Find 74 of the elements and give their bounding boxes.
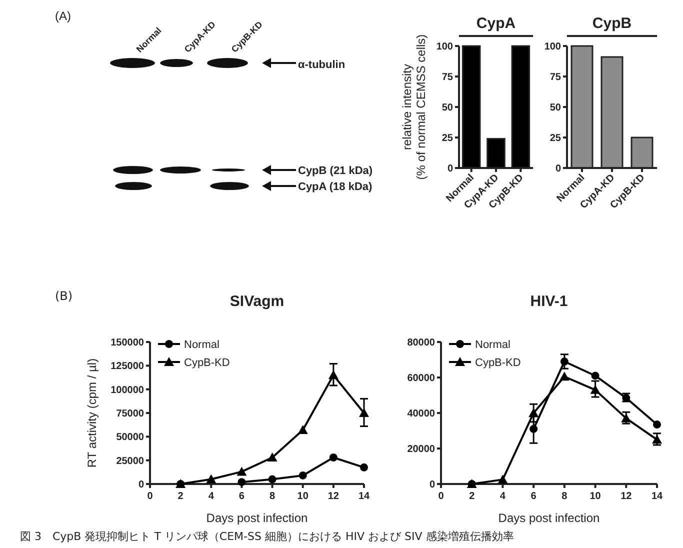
x-tick-label: 2 (469, 491, 476, 502)
point (590, 384, 600, 394)
y-tick-label: 75 (442, 72, 454, 83)
y-tick-label: 0 (447, 164, 454, 174)
point (328, 370, 338, 380)
y-tick-label: 20000 (407, 444, 436, 455)
y-tick-label: 0 (138, 480, 144, 490)
x-tick-label: 10 (590, 491, 602, 502)
y-axis-title: RT activity (cpm / µl) (85, 358, 99, 468)
y-tick-label: 25000 (116, 456, 144, 467)
point (653, 420, 661, 429)
point (591, 372, 600, 380)
x-axis-title: Days post infection (498, 511, 600, 525)
y-tick-label: 25 (550, 133, 562, 144)
caption: 図 3 CypB 発現抑制ヒト T リンパ球（CEM-SS 細胞）における HIV および SIV 感染増殖伝播効率 (20, 530, 514, 543)
point (206, 474, 216, 484)
legend-label: CypB-KD (475, 357, 521, 369)
x-tick-label: 14 (651, 491, 663, 502)
x-tick-label: 0 (147, 491, 154, 502)
y-tick-label: 50 (442, 102, 454, 114)
y-tick-label: 40000 (407, 408, 436, 420)
x-tick-label: 12 (620, 491, 632, 502)
y-axis-title: relative intensity (% of normal CEMSS cells) (400, 34, 428, 180)
y-tick-label: 0 (555, 164, 562, 174)
x-tick-label: 10 (297, 491, 309, 502)
x-tick-label: 8 (562, 491, 568, 502)
chart-title: CypB (592, 15, 632, 32)
point (560, 358, 568, 366)
point (238, 478, 246, 486)
chart-title: HIV-1 (530, 293, 568, 310)
x-tick-label: 8 (270, 491, 276, 502)
text: (B) (55, 289, 73, 303)
point (298, 425, 308, 434)
text: CypB (21 kDa) (298, 165, 373, 177)
x-tick-label: 4 (500, 491, 506, 502)
point (236, 466, 247, 476)
x-tick-label: 4 (208, 491, 214, 502)
x-tick-label: 6 (238, 491, 245, 502)
y-tick-label: 75000 (116, 408, 144, 420)
point (267, 452, 278, 462)
y-tick-label: 50 (550, 102, 562, 114)
y-tick-label: 100 (436, 42, 454, 52)
point (360, 463, 368, 472)
legend-label: CypB-KD (184, 357, 230, 369)
chart-title: SIVagm (230, 293, 284, 310)
point (528, 408, 539, 417)
point (359, 408, 369, 417)
x-axis-title: Days post infection (206, 511, 308, 525)
text: α-tubulin (298, 59, 346, 71)
y-tick-label: 125000 (110, 361, 144, 372)
y-tick-label: 0 (429, 480, 436, 490)
y-tick-label: 50000 (116, 432, 144, 444)
y-tick-label: 100000 (110, 384, 144, 396)
y-tick-label: 80000 (407, 338, 436, 348)
legend-label: Normal (184, 339, 220, 351)
chart-title: CypA (476, 15, 516, 32)
point (268, 475, 276, 484)
y-tick-label: 60000 (407, 373, 436, 384)
point (498, 474, 508, 484)
text: (A) (55, 9, 71, 23)
x-tick-label: 12 (328, 491, 340, 502)
point (559, 372, 570, 381)
x-tick-label: 6 (530, 491, 537, 502)
x-tick-label: 2 (178, 491, 184, 502)
y-tick-label: 25 (442, 133, 454, 144)
x-tick-label: 14 (358, 491, 370, 502)
y-tick-label: 75 (550, 72, 562, 83)
point (530, 424, 538, 433)
y-tick-label: 100 (544, 42, 562, 52)
point (329, 453, 338, 462)
point (298, 471, 307, 480)
legend-label: Normal (475, 339, 510, 351)
text: CypA (18 kDa) (298, 181, 373, 193)
y-tick-label: 150000 (110, 338, 144, 348)
